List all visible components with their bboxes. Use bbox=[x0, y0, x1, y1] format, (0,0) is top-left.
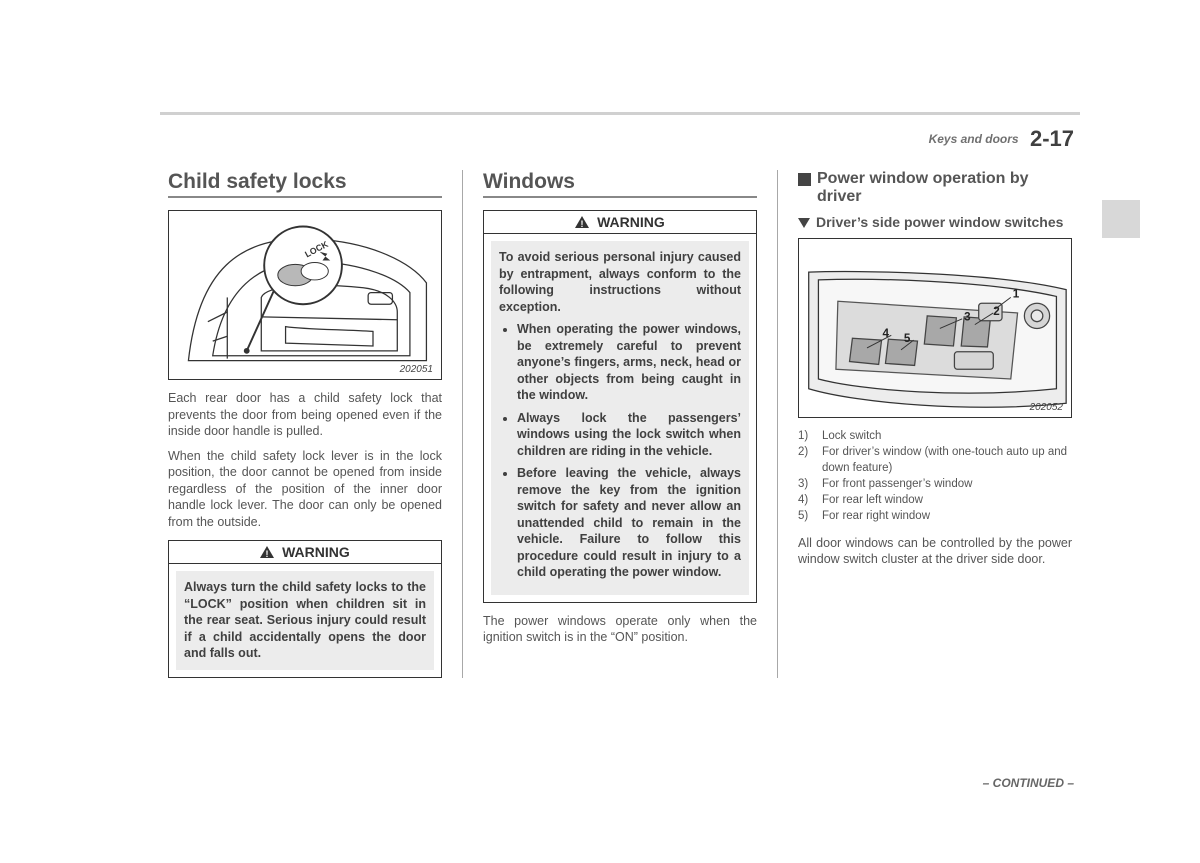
figure-door-lock: LOCK 202051 bbox=[168, 210, 442, 380]
column-1: Child safety locks bbox=[160, 170, 450, 678]
svg-text:!: ! bbox=[581, 219, 584, 228]
warning-item: When operating the power windows, be ext… bbox=[517, 321, 741, 404]
legend-list: 1)Lock switch 2)For driver’s window (wit… bbox=[798, 428, 1072, 525]
warning-head-2: ! WARNING bbox=[484, 211, 756, 234]
warning-list: When operating the power windows, be ext… bbox=[499, 321, 741, 581]
warning-icon: ! bbox=[260, 546, 274, 558]
section-name: Keys and doors bbox=[929, 132, 1019, 146]
callout-3: 3 bbox=[964, 311, 971, 324]
legend-row: 3)For front passenger’s window bbox=[798, 476, 1072, 492]
power-window-subtitle: Power window operation by driver bbox=[798, 170, 1072, 206]
column-2: Windows ! WARNING To avoid serious perso… bbox=[475, 170, 765, 678]
running-head: Keys and doors 2-17 bbox=[929, 126, 1074, 152]
legend-row: 4)For rear left window bbox=[798, 492, 1072, 508]
warning-box-1: ! WARNING Always turn the child safety l… bbox=[168, 540, 442, 678]
warning-item: Always lock the passengers’ windows usin… bbox=[517, 410, 741, 460]
para-3: All door windows can be controlled by th… bbox=[798, 535, 1072, 568]
column-separator-2 bbox=[777, 170, 778, 678]
page-number: 2-17 bbox=[1030, 126, 1074, 151]
figure-switch-cluster: 1 2 3 4 5 202052 bbox=[798, 238, 1072, 418]
legend-row: 1)Lock switch bbox=[798, 428, 1072, 444]
square-bullet-icon bbox=[798, 173, 811, 186]
column-3: Power window operation by driver Driver’… bbox=[790, 170, 1080, 678]
svg-text:!: ! bbox=[266, 549, 269, 558]
switch-cluster-illustration: 1 2 3 4 5 bbox=[799, 239, 1071, 417]
warning-box-2: ! WARNING To avoid serious personal inju… bbox=[483, 210, 757, 603]
driver-side-subsub: Driver’s side power window switches bbox=[798, 214, 1072, 230]
warning-body-1: Always turn the child safety locks to th… bbox=[176, 571, 434, 670]
para-1a: Each rear door has a child safety lock t… bbox=[168, 390, 442, 440]
warning-label-1: WARNING bbox=[282, 544, 350, 560]
warning-head-1: ! WARNING bbox=[169, 541, 441, 564]
content-columns: Child safety locks bbox=[160, 170, 1080, 678]
warning-body-2: To avoid serious personal injury caused … bbox=[491, 241, 749, 595]
callout-5: 5 bbox=[904, 332, 911, 345]
para-1b: When the child safety lock lever is in t… bbox=[168, 448, 442, 531]
callout-4: 4 bbox=[883, 327, 890, 340]
figure-id-2: 202052 bbox=[1030, 402, 1063, 413]
continued-label: – CONTINUED – bbox=[983, 776, 1074, 790]
thumb-tab bbox=[1102, 200, 1140, 238]
warning-label-2: WARNING bbox=[597, 214, 665, 230]
callout-2: 2 bbox=[993, 305, 1000, 318]
legend-row: 5)For rear right window bbox=[798, 508, 1072, 524]
callout-1: 1 bbox=[1013, 287, 1020, 300]
top-rule bbox=[160, 112, 1080, 115]
triangle-bullet-icon bbox=[798, 218, 810, 228]
warning-icon: ! bbox=[575, 216, 589, 228]
para-2: The power windows operate only when the … bbox=[483, 613, 757, 646]
door-lock-illustration: LOCK bbox=[169, 211, 441, 379]
sub2-text: Driver’s side power window switches bbox=[816, 214, 1063, 230]
warning-intro: To avoid serious personal injury caused … bbox=[499, 249, 741, 315]
sub1-text: Power window operation by driver bbox=[817, 170, 1072, 206]
column-separator-1 bbox=[462, 170, 463, 678]
warning-item: Before leaving the vehicle, always remov… bbox=[517, 465, 741, 581]
figure-id-1: 202051 bbox=[400, 364, 433, 375]
legend-row: 2)For driver’s window (with one-touch au… bbox=[798, 444, 1072, 476]
child-safety-title: Child safety locks bbox=[168, 170, 442, 198]
windows-title: Windows bbox=[483, 170, 757, 198]
